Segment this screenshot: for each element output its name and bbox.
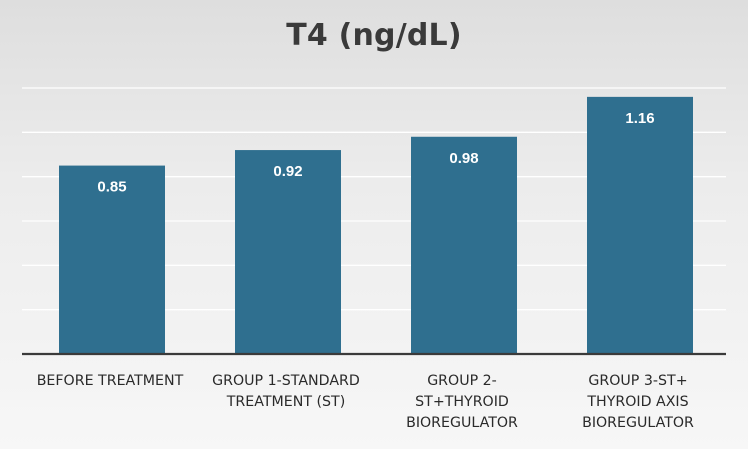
bar	[587, 96, 693, 354]
category-tick-line: BIOREGULATOR	[582, 415, 694, 431]
category-tick-line: TREATMENT (ST)	[226, 394, 346, 410]
category-tick-line: THYROID AXIS	[586, 394, 688, 410]
category-tick-line: GROUP 1-STANDARD	[212, 373, 360, 389]
category-tick-label: GROUP 2- ST+THYROID BIOREGULATOR	[406, 373, 518, 431]
data-label: 1.16	[625, 110, 654, 127]
chart-title: T4 (ng/dL)	[286, 18, 462, 53]
data-label: 0.85	[97, 179, 126, 196]
category-tick-label: GROUP 3-ST+ THYROID AXIS BIOREGULATOR	[582, 373, 694, 431]
category-tick-line: ST+THYROID	[415, 394, 509, 410]
category-tick-line: GROUP 2-	[427, 373, 497, 389]
data-label: 0.98	[449, 150, 478, 167]
bar	[235, 150, 341, 354]
bar	[59, 165, 165, 354]
bar	[411, 136, 517, 354]
data-label: 0.92	[273, 163, 302, 180]
category-tick-label: GROUP 1-STANDARD TREATMENT (ST)	[212, 373, 360, 410]
category-tick-line: BIOREGULATOR	[406, 415, 518, 431]
category-tick-label: BEFORE TREATMENT	[37, 373, 184, 389]
category-tick-line: GROUP 3-ST+	[588, 373, 687, 389]
category-tick-line: BEFORE TREATMENT	[37, 373, 184, 389]
